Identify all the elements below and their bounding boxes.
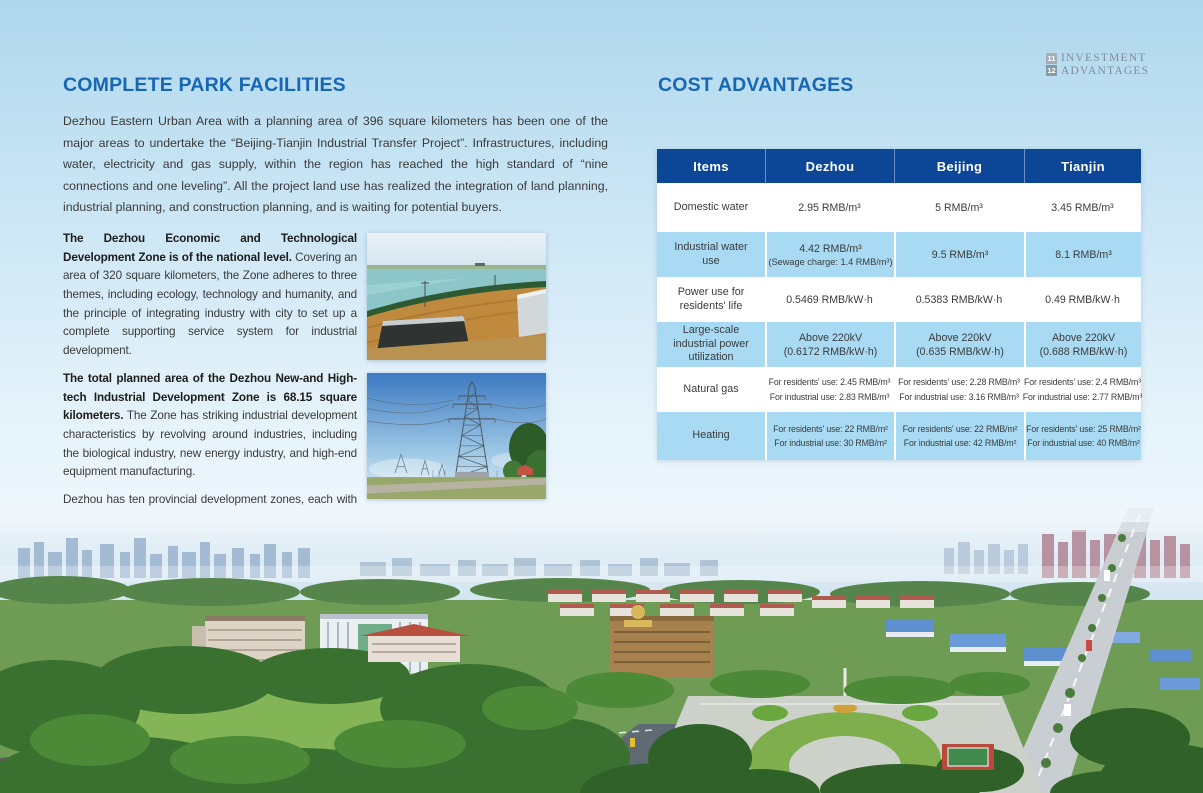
left-column: COMPLETE PARK FACILITIES Dezhou Eastern … bbox=[63, 74, 608, 556]
cell-item: Power use for residents' life bbox=[677, 286, 745, 312]
cell-dezhou: For residents' use: 2.45 RMB/m³ For indu… bbox=[768, 377, 891, 402]
cell-tianjin: 0.49 RMB/kW·h bbox=[1045, 293, 1120, 306]
col-header-tianjin: Tianjin bbox=[1024, 149, 1141, 183]
right-heading: COST ADVANTAGES bbox=[658, 74, 854, 96]
paragraph-etdz: The Dezhou Economic and Technological De… bbox=[63, 230, 608, 361]
left-heading: COMPLETE PARK FACILITIES bbox=[63, 74, 346, 96]
section-tag: 11 12 INVESTMENT ADVANTAGES bbox=[1046, 52, 1149, 77]
cell-dezhou: 4.42 RMB/m³ (Sewage charge: 1.4 RMB/m³) bbox=[765, 232, 894, 277]
cell-tianjin: For residents' use: 2.4 RMB/m³ For indus… bbox=[1022, 377, 1143, 402]
section-tag-line1: INVESTMENT bbox=[1061, 52, 1147, 64]
cell-beijing: Above 220kV (0.635 RMB/kW·h) bbox=[894, 322, 1024, 367]
cell-beijing: For residents' use: 2.28 RMB/m³ For indu… bbox=[898, 377, 1020, 402]
cell-item: Industrial water use bbox=[674, 241, 748, 267]
page-number-left: 11 bbox=[1046, 53, 1057, 64]
cell-tianjin: Above 220kV (0.688 RMB/kW·h) bbox=[1024, 322, 1141, 367]
cell-tianjin: For residents' use: 25 RMB/m² For indust… bbox=[1024, 412, 1141, 460]
cell-beijing: 9.5 RMB/m³ bbox=[894, 232, 1024, 277]
power-tower-photo bbox=[367, 372, 546, 499]
table-row-natural-gas: Natural gas For residents' use: 2.45 RMB… bbox=[657, 367, 1143, 412]
table-header-row: Items Dezhou Beijing Tianjin bbox=[657, 149, 1141, 183]
section-tag-text: INVESTMENT ADVANTAGES bbox=[1061, 52, 1149, 77]
table-row-residential-power: Power use for residents' life 0.5469 RMB… bbox=[657, 277, 1141, 322]
paragraph-hightech-lead: The total planned area of the Dezhou New… bbox=[63, 371, 357, 423]
cell-beijing: 0.5383 RMB/kW·h bbox=[915, 293, 1003, 306]
cell-dezhou: 0.5469 RMB/kW·h bbox=[786, 293, 873, 306]
cell-tianjin: 8.1 RMB/m³ bbox=[1024, 232, 1141, 277]
table-row-industrial-power: Large-scale industrial power utilization… bbox=[657, 322, 1141, 367]
cell-dezhou: 2.95 RMB/m³ bbox=[798, 201, 861, 214]
cost-comparison-table: Items Dezhou Beijing Tianjin Domestic wa… bbox=[657, 149, 1143, 460]
paragraph-etdz-rest: Covering an area of 320 square kilometer… bbox=[63, 250, 357, 358]
paragraph-intro: Dezhou Eastern Urban Area with a plannin… bbox=[63, 114, 608, 215]
cell-item: Heating bbox=[692, 429, 730, 442]
cell-item: Natural gas bbox=[683, 382, 739, 395]
page-numbers: 11 12 bbox=[1046, 53, 1057, 77]
cell-item: Domestic water bbox=[673, 200, 749, 213]
col-header-dezhou: Dezhou bbox=[765, 149, 894, 183]
col-header-beijing: Beijing bbox=[894, 149, 1024, 183]
photo-stack bbox=[367, 232, 608, 512]
cell-tianjin: 3.45 RMB/m³ bbox=[1051, 201, 1114, 214]
cell-beijing: 5 RMB/m³ bbox=[935, 201, 983, 214]
paragraph-etdz-lead: The Dezhou Economic and Technological De… bbox=[63, 231, 357, 264]
cell-dezhou: Above 220kV (0.6172 RMB/kW·h) bbox=[765, 322, 894, 367]
col-header-items: Items bbox=[693, 158, 729, 174]
table-row-domestic-water: Domestic water 2.95 RMB/m³ 5 RMB/m³ 3.45… bbox=[657, 183, 1141, 232]
aerial-city-photo bbox=[0, 508, 1203, 793]
cell-item: Large-scale industrial power utilization bbox=[673, 324, 749, 364]
right-column-header: COST ADVANTAGES bbox=[658, 74, 853, 111]
table-row-heating: Heating For residents' use: 22 RMB/m² Fo… bbox=[657, 412, 1141, 460]
reservoir-photo bbox=[367, 232, 546, 360]
paragraph-hightech: The total planned area of the Dezhou New… bbox=[63, 370, 608, 482]
paragraph-hightech-rest: The Zone has striking industrial develop… bbox=[63, 409, 357, 479]
section-tag-line2: ADVANTAGES bbox=[1061, 64, 1150, 77]
table-row-industrial-water: Industrial water use 4.42 RMB/m³ (Sewage… bbox=[657, 232, 1141, 277]
cell-beijing: For residents' use: 22 RMB/m² For indust… bbox=[894, 412, 1024, 460]
cell-dezhou: For residents' use: 22 RMB/m² For indust… bbox=[765, 412, 894, 460]
page-number-right: 12 bbox=[1046, 65, 1057, 76]
